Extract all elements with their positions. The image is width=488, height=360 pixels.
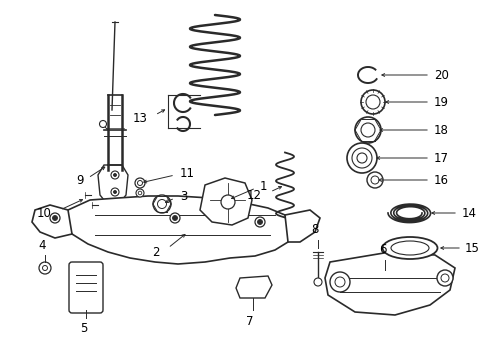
Circle shape: [313, 278, 321, 286]
Polygon shape: [325, 252, 454, 315]
Circle shape: [365, 95, 379, 109]
Polygon shape: [32, 205, 72, 238]
Text: 4: 4: [38, 239, 46, 252]
Circle shape: [172, 216, 177, 220]
Text: 6: 6: [379, 243, 386, 256]
Circle shape: [254, 217, 264, 227]
Text: 20: 20: [433, 68, 448, 81]
Circle shape: [360, 123, 374, 137]
Circle shape: [113, 174, 116, 176]
Polygon shape: [236, 276, 271, 298]
Circle shape: [153, 195, 171, 213]
Text: 2: 2: [152, 246, 160, 258]
Circle shape: [334, 277, 345, 287]
Text: 15: 15: [464, 242, 479, 255]
Circle shape: [366, 172, 382, 188]
Text: 9: 9: [76, 174, 84, 186]
Circle shape: [440, 274, 448, 282]
Circle shape: [136, 189, 143, 197]
Polygon shape: [200, 178, 251, 225]
Circle shape: [221, 195, 235, 209]
Circle shape: [329, 272, 349, 292]
Circle shape: [354, 117, 380, 143]
Ellipse shape: [390, 241, 428, 255]
Circle shape: [346, 143, 376, 173]
Text: 7: 7: [246, 315, 253, 328]
Text: 19: 19: [433, 95, 448, 108]
Circle shape: [52, 216, 58, 220]
Text: 1: 1: [260, 180, 267, 193]
Circle shape: [257, 220, 262, 225]
Circle shape: [138, 191, 142, 195]
FancyBboxPatch shape: [69, 262, 103, 313]
Polygon shape: [98, 165, 128, 205]
Circle shape: [360, 90, 384, 114]
Circle shape: [111, 188, 119, 196]
Circle shape: [370, 176, 378, 184]
Ellipse shape: [382, 237, 437, 259]
Circle shape: [42, 266, 47, 270]
Circle shape: [113, 190, 116, 194]
Circle shape: [111, 171, 119, 179]
Polygon shape: [285, 210, 319, 242]
Text: 16: 16: [433, 174, 448, 186]
Circle shape: [356, 153, 366, 163]
Text: 17: 17: [433, 152, 448, 165]
Text: 12: 12: [246, 189, 262, 202]
Text: 14: 14: [461, 207, 476, 220]
Text: 3: 3: [180, 189, 187, 202]
Circle shape: [351, 148, 371, 168]
Polygon shape: [62, 196, 289, 264]
Circle shape: [436, 270, 452, 286]
Text: 8: 8: [311, 223, 318, 236]
Text: 10: 10: [37, 207, 52, 220]
Circle shape: [157, 199, 166, 208]
Circle shape: [137, 180, 142, 185]
Circle shape: [50, 213, 60, 223]
Text: 18: 18: [433, 123, 448, 136]
Circle shape: [99, 121, 106, 127]
Circle shape: [135, 178, 145, 188]
Circle shape: [170, 213, 180, 223]
Text: 11: 11: [180, 166, 195, 180]
Text: 5: 5: [80, 322, 87, 335]
Circle shape: [39, 262, 51, 274]
Text: 13: 13: [133, 112, 148, 125]
